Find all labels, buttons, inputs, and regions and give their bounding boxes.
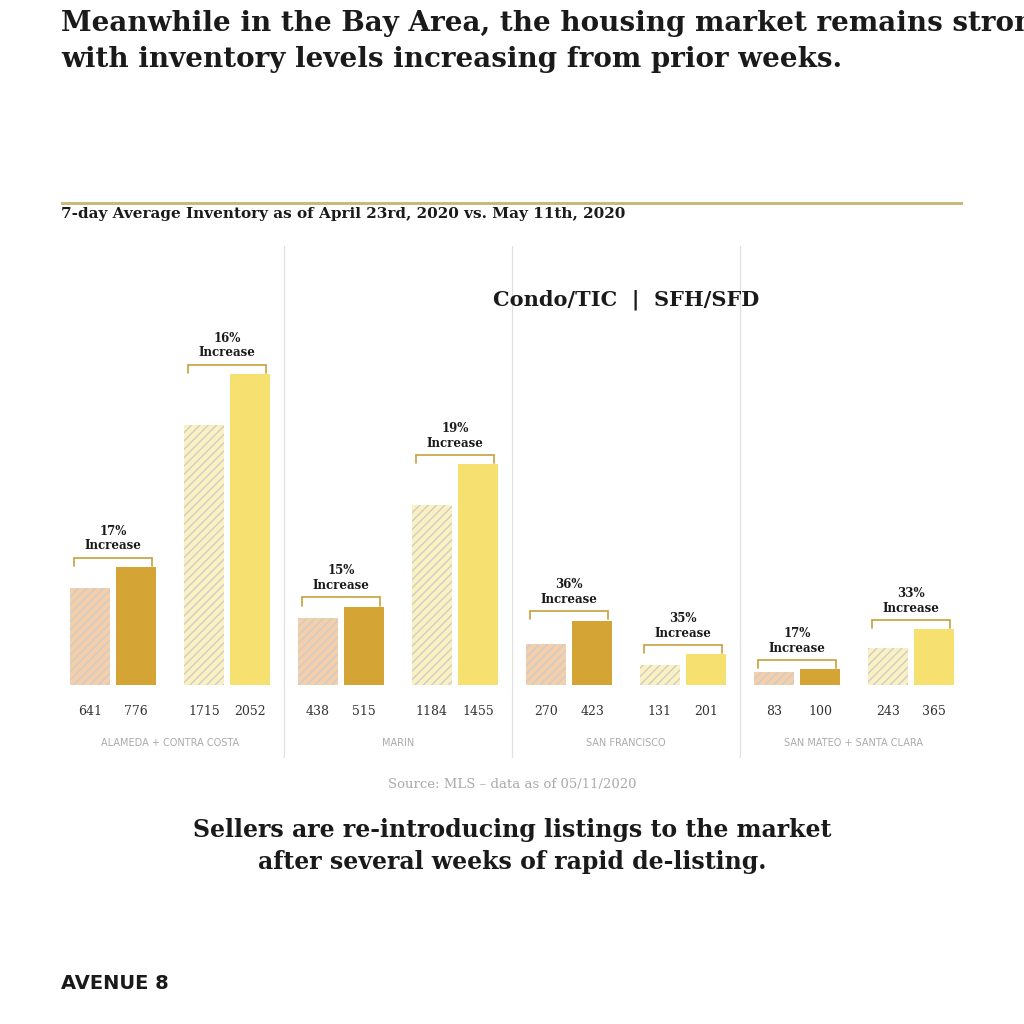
Text: 33%
Increase: 33% Increase (883, 587, 939, 614)
Bar (117, 567, 156, 685)
Bar (184, 425, 223, 685)
Text: 35%
Increase: 35% Increase (654, 612, 712, 640)
Bar (71, 588, 110, 685)
Text: 201: 201 (694, 705, 718, 718)
Text: MARIN: MARIN (382, 737, 414, 748)
Text: 776: 776 (124, 705, 148, 718)
Text: 7-day Average Inventory as of April 23rd, 2020 vs. May 11th, 2020: 7-day Average Inventory as of April 23rd… (61, 207, 626, 221)
Text: 19%
Increase: 19% Increase (427, 422, 483, 450)
Bar (412, 505, 452, 685)
Text: 131: 131 (648, 705, 672, 718)
Text: 1184: 1184 (416, 705, 447, 718)
Bar (526, 644, 565, 685)
Text: 1455: 1455 (462, 705, 494, 718)
Bar (230, 374, 270, 685)
Bar (686, 654, 726, 685)
Text: SAN MATEO + SANTA CLARA: SAN MATEO + SANTA CLARA (784, 737, 924, 748)
Text: 36%
Increase: 36% Increase (541, 579, 597, 606)
Text: Sellers are re-introducing listings to the market
after several weeks of rapid d: Sellers are re-introducing listings to t… (193, 818, 831, 873)
Bar (868, 648, 907, 685)
Bar (801, 670, 840, 685)
Bar (868, 648, 907, 685)
Bar (640, 665, 680, 685)
Bar (71, 588, 110, 685)
Text: 243: 243 (876, 705, 900, 718)
Text: 100: 100 (808, 705, 833, 718)
Bar (914, 630, 953, 685)
Text: Source: MLS – data as of 05/11/2020: Source: MLS – data as of 05/11/2020 (388, 778, 636, 792)
Text: 365: 365 (923, 705, 946, 718)
Bar (572, 621, 612, 685)
Text: 438: 438 (306, 705, 330, 718)
Bar (298, 618, 338, 685)
Text: 17%
Increase: 17% Increase (769, 628, 825, 654)
Text: ALAMEDA + CONTRA COSTA: ALAMEDA + CONTRA COSTA (101, 737, 239, 748)
Text: 2052: 2052 (234, 705, 266, 718)
Text: 270: 270 (535, 705, 558, 718)
Bar (754, 672, 794, 685)
Text: 17%
Increase: 17% Increase (85, 525, 141, 552)
Bar (298, 618, 338, 685)
Bar (412, 505, 452, 685)
Text: Meanwhile in the Bay Area, the housing market remains strong
with inventory leve: Meanwhile in the Bay Area, the housing m… (61, 10, 1024, 73)
Text: 16%
Increase: 16% Increase (199, 332, 255, 359)
Text: 83: 83 (766, 705, 782, 718)
Bar (184, 425, 223, 685)
Text: 423: 423 (581, 705, 604, 718)
Text: 515: 515 (352, 705, 376, 718)
Text: Condo/TIC  |  SFH/SFD: Condo/TIC | SFH/SFD (493, 290, 759, 310)
Text: 1715: 1715 (188, 705, 220, 718)
Text: 15%
Increase: 15% Increase (312, 564, 370, 592)
Bar (754, 672, 794, 685)
Bar (640, 665, 680, 685)
Text: AVENUE 8: AVENUE 8 (61, 974, 169, 993)
Text: 641: 641 (78, 705, 102, 718)
Text: SAN FRANCISCO: SAN FRANCISCO (586, 737, 666, 748)
Bar (459, 464, 498, 685)
Bar (344, 606, 384, 685)
Bar (526, 644, 565, 685)
